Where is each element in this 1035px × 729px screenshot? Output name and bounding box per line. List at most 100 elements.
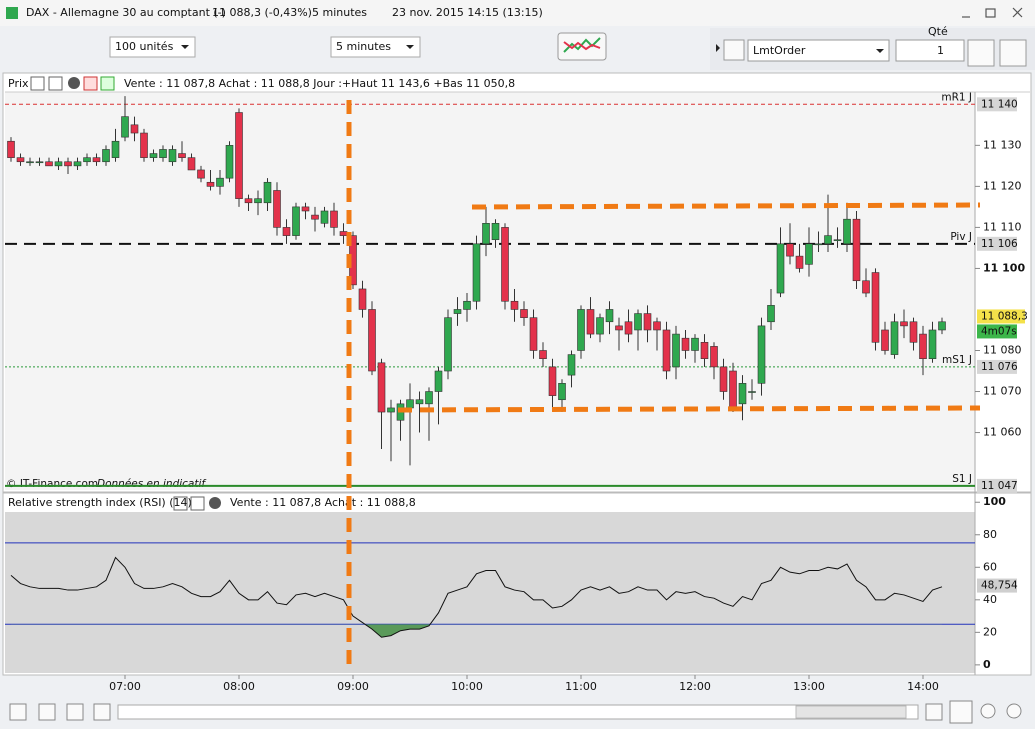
candle-body [776,243,785,294]
candle-body [805,243,813,265]
x-tick-label: 13:00 [793,680,825,693]
panel-tool[interactable] [30,76,45,91]
candle-body [890,321,899,355]
qty-value: 1 [937,44,944,57]
sell-button[interactable] [999,39,1027,67]
candle-body [491,222,500,241]
candle-body [102,149,110,163]
x-tick-label: 10:00 [451,680,483,693]
rsi-tick-label: 20 [983,625,997,638]
candle-body [301,206,310,212]
candle-body [529,317,538,351]
candle-body [273,190,281,228]
candle-body [425,391,433,405]
panel-down[interactable] [83,76,98,91]
interval-select-text: 5 minutes [336,40,391,53]
panel-close[interactable] [68,77,80,89]
candle-body [26,161,34,164]
candle-body [767,305,775,323]
watermark: © IT-Finance.com [6,478,98,490]
candle-body [92,157,101,163]
candle-body [178,153,186,158]
timer-label: 4m07s [981,325,1017,337]
y-tick-label: 11 120 [983,179,1022,192]
indicator-icon [563,41,601,51]
level-label: 11 106 [981,238,1018,250]
candle-body [729,370,737,409]
candle-body [624,321,633,335]
window-controls[interactable] [962,7,1023,18]
candle-body [7,140,15,158]
candle-body [852,218,861,282]
panel-tool[interactable] [48,76,63,91]
level-tag [977,359,1017,374]
interval-select[interactable] [330,36,421,58]
quantity-select[interactable] [109,36,196,58]
candle-body [843,218,851,245]
level-label: 11 047 [981,480,1018,492]
candle-body [577,309,585,351]
candle-body [691,337,699,351]
rsi-tick-label: 0 [983,658,991,671]
panel-tool[interactable] [190,496,205,511]
rsi-last-label: 48,754 [981,580,1018,592]
level-name: mS1 J [942,354,972,366]
candle-body [282,227,291,236]
x-tick-label: 14:00 [907,680,939,693]
y-tick-label: 11 100 [983,261,1025,274]
window-quote: 11 088,3 (-0,43%) [212,6,312,19]
candle-body [795,255,804,269]
candle-body [510,300,519,310]
y-tick-label: 11 130 [983,138,1022,151]
candle-body [292,206,300,236]
candle-body [216,177,224,187]
settings-button[interactable] [723,39,745,61]
candle-body [634,313,642,331]
candle-body [653,321,661,331]
collapse-arrow[interactable] [716,44,720,52]
quantity-select-text: 100 unités [115,40,174,53]
candle-body [235,112,243,199]
candle-body [406,399,414,409]
scrollbar[interactable] [117,704,919,720]
rsi-tick-label: 100 [983,495,1006,508]
candle-body [311,214,319,220]
candle-body [710,346,718,368]
candle-body [567,354,576,376]
x-tick-label: 11:00 [565,680,597,693]
candle-body [738,383,747,405]
candle-body [64,161,72,167]
panel-close[interactable] [209,497,221,509]
candle-body [225,145,234,179]
candle-body [197,169,205,179]
rsi-info: Vente : 11 087,8 Achat : 11 088,8 [230,496,416,509]
bottom-tools[interactable] [9,700,1022,724]
rsi-line [10,556,943,638]
level-tag [977,97,1017,112]
candle-body [596,317,604,335]
candle-body [206,181,215,187]
order-type-select[interactable] [747,39,890,62]
rsi-last-tag [977,578,1017,593]
annotation [346,100,981,672]
candle-body [434,370,443,392]
dropdown-arrow [876,49,884,53]
candle-body [16,157,25,163]
qty-input[interactable] [895,39,965,62]
rsi-tick-label: 40 [983,593,997,606]
candle-body [168,149,177,163]
scroll-thumb[interactable] [795,705,907,719]
panel-tool[interactable] [173,496,188,511]
candle-body [539,350,547,360]
candle-body [54,161,63,167]
last-price-label: 11 088,3 [981,310,1028,322]
window-datetime: 23 nov. 2015 14:15 (13:15) [392,6,543,19]
buy-button[interactable] [967,39,995,67]
candle-body [881,329,889,351]
candle-body [387,407,395,413]
candle-body [140,132,148,158]
panel-up[interactable] [100,76,115,91]
candle-body [615,325,623,331]
candle-body [824,235,832,245]
